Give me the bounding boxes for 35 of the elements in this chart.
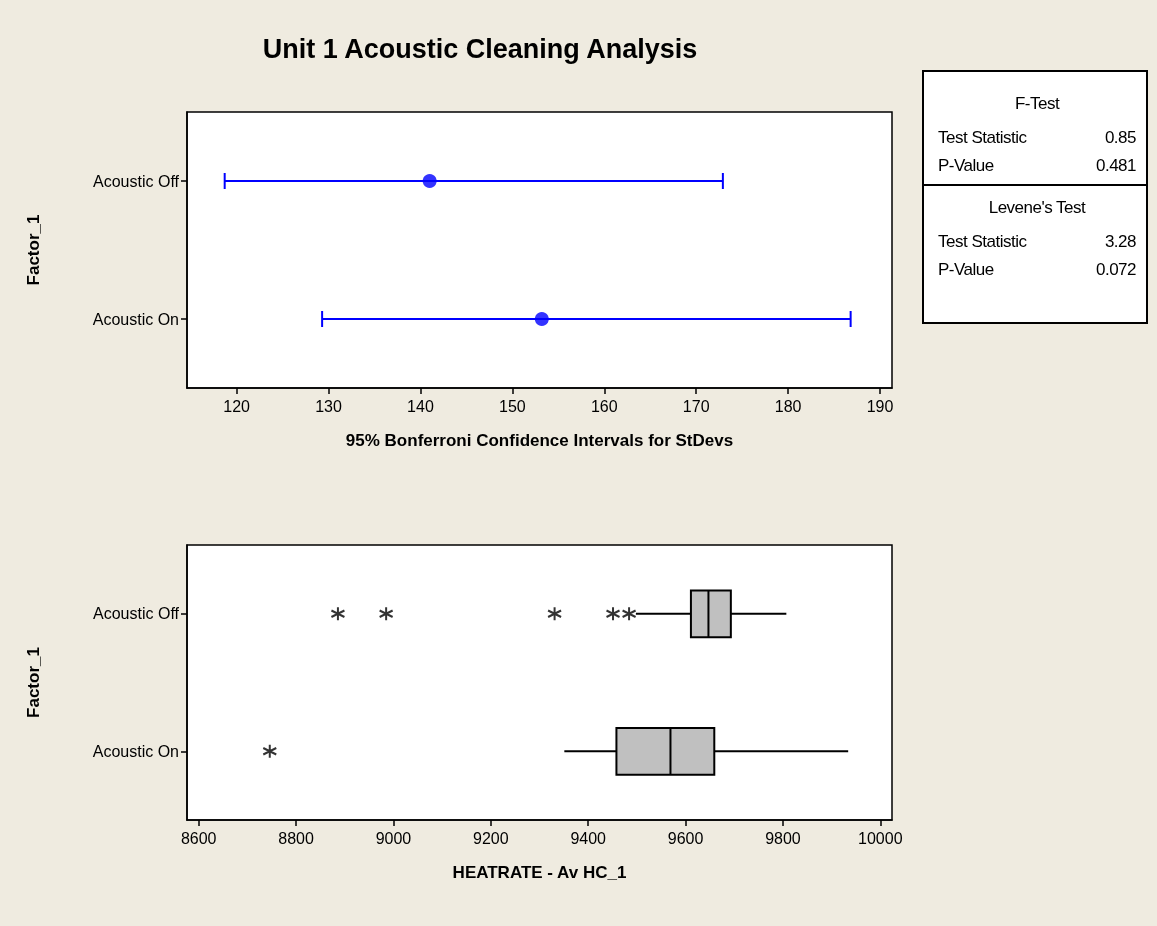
x-tick-label: 9600: [667, 829, 704, 847]
x-tick-label: 190: [866, 397, 894, 415]
text: F-Test: [1013, 93, 1061, 115]
x-tick-label: 140: [407, 397, 434, 415]
text: P-Value: [938, 260, 994, 280]
x-tick-label: 180: [774, 397, 802, 415]
y-tick-label: Acoustic On: [92, 742, 179, 760]
text: 0.072: [1095, 260, 1136, 280]
x-tick-label: 9000: [375, 829, 412, 847]
text: Levene's Test: [987, 197, 1087, 219]
x-axis-title: HEATRATE - Av HC_1: [452, 863, 627, 882]
x-tick-label: 9200: [473, 829, 509, 847]
x-tick-label: 8800: [278, 829, 314, 847]
text: P-Value: [938, 156, 994, 176]
x-tick-label: 170: [682, 397, 710, 415]
chart-title: Unit 1 Acoustic Cleaning Analysis: [262, 33, 698, 64]
x-axis-title: 95% Bonferroni Confidence Intervals for StDevs: [345, 431, 734, 450]
x-tick-label: 10000: [858, 829, 903, 847]
y-tick-label: Acoustic On: [92, 310, 179, 328]
y-axis-title: Factor_1: [24, 214, 43, 286]
x-tick-label: 8600: [180, 829, 217, 847]
text: Test Statistic: [938, 232, 1027, 252]
text: 0.85: [1104, 128, 1136, 148]
x-tick-label: 9800: [765, 829, 801, 847]
x-tick-label: 150: [499, 397, 526, 415]
y-tick-label: Acoustic Off: [93, 172, 180, 190]
x-tick-label: 130: [315, 397, 342, 415]
x-tick-label: 160: [590, 397, 618, 415]
x-tick-label: 120: [223, 397, 251, 415]
text: 3.28: [1104, 232, 1136, 252]
y-tick-label: Acoustic Off: [93, 605, 180, 623]
text: 0.481: [1095, 156, 1136, 176]
y-axis-title: Factor_1: [24, 647, 43, 718]
text: Test Statistic: [938, 128, 1027, 148]
x-tick-label: 9400: [570, 829, 607, 847]
